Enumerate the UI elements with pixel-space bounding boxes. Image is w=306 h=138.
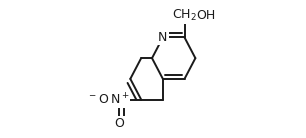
Text: N$^+$: N$^+$ [110, 92, 129, 107]
Text: N: N [158, 31, 168, 44]
Text: OH: OH [196, 9, 216, 22]
Text: $^-$O: $^-$O [87, 93, 109, 106]
Text: CH$_2$: CH$_2$ [172, 8, 197, 23]
Text: O: O [114, 117, 125, 130]
